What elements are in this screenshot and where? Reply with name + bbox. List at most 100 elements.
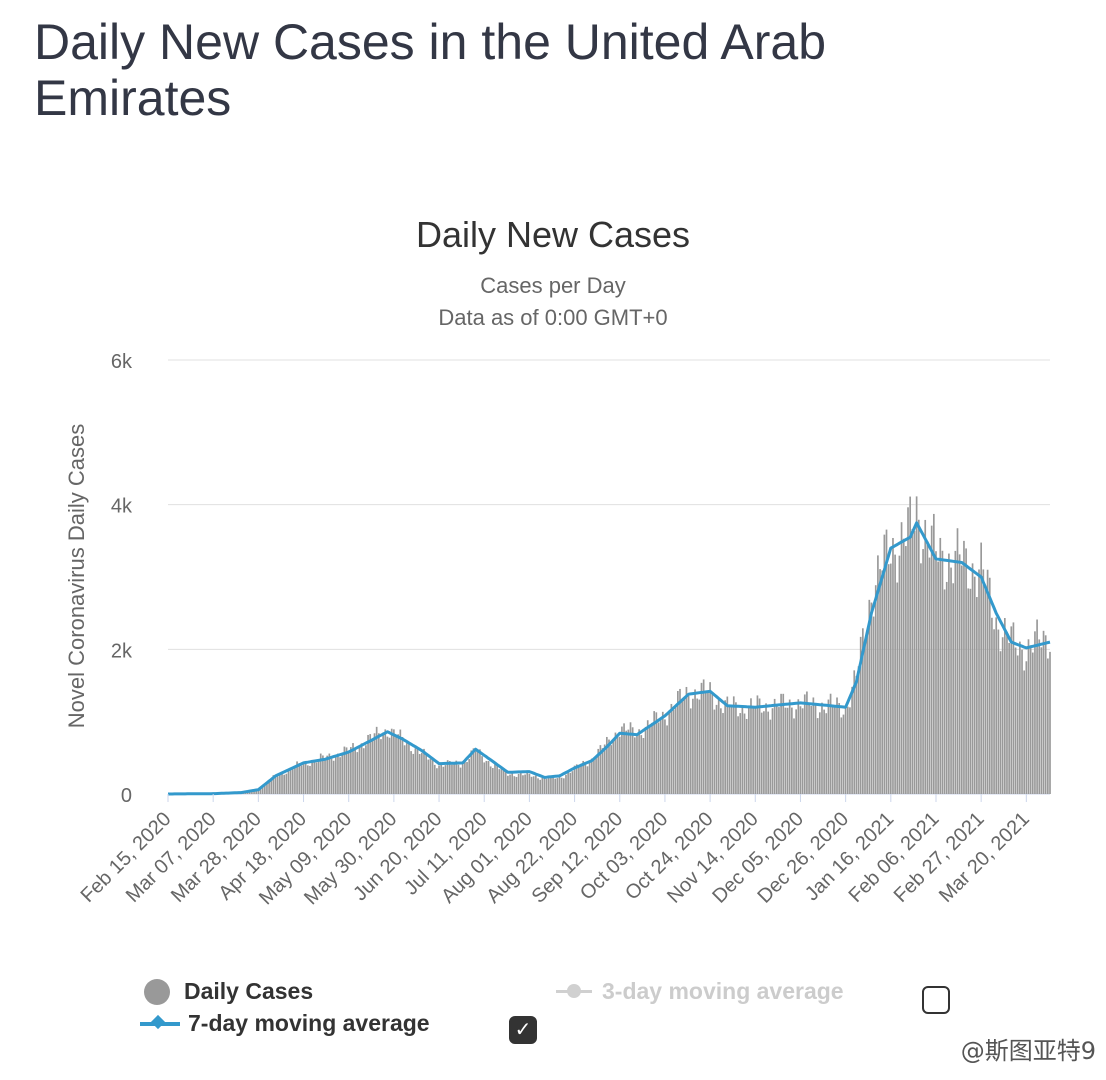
daily-case-bar <box>877 555 879 794</box>
daily-case-bar <box>380 739 382 794</box>
daily-case-bar <box>698 699 701 794</box>
daily-case-bar <box>541 777 544 794</box>
daily-case-bar <box>905 546 907 794</box>
daily-case-bar <box>756 695 759 794</box>
daily-case-bar <box>889 563 892 794</box>
daily-case-bar <box>515 776 518 794</box>
daily-case-bar <box>276 776 279 794</box>
daily-case-bar <box>894 554 896 794</box>
daily-case-bar <box>808 704 810 794</box>
daily-case-bar <box>313 759 316 794</box>
daily-case-bar <box>528 773 531 794</box>
daily-case-bar <box>627 729 630 794</box>
legend-3day-ma[interactable]: 3-day moving average <box>556 978 844 1005</box>
legend-7day-ma[interactable]: 7-day moving average <box>140 1010 430 1037</box>
daily-case-bar <box>683 697 686 794</box>
daily-case-bar <box>956 528 959 794</box>
daily-case-bar <box>932 513 935 794</box>
daily-case-bar <box>330 758 333 794</box>
daily-case-bar <box>360 743 363 794</box>
daily-case-bar <box>485 760 488 794</box>
daily-case-bar <box>1010 626 1013 794</box>
daily-case-bar <box>472 748 475 794</box>
daily-case-bar <box>859 636 862 794</box>
daily-case-bar <box>623 723 625 794</box>
daily-case-bar <box>679 688 681 794</box>
y-axis-ticks: 0 2k 4k 6k <box>111 351 133 807</box>
daily-case-bar <box>283 774 286 794</box>
daily-case-bar <box>952 583 955 794</box>
daily-case-bar <box>590 758 593 794</box>
daily-case-bar <box>881 570 884 794</box>
daily-case-bar <box>976 597 978 794</box>
daily-case-bar <box>526 772 529 794</box>
daily-case-bar <box>795 709 797 794</box>
daily-case-bar <box>319 753 322 794</box>
daily-case-bar <box>722 713 724 794</box>
daily-case-bar <box>971 563 974 794</box>
daily-case-bar <box>584 763 587 794</box>
daily-case-bar <box>935 551 937 794</box>
legend-7day-ma-label: 7-day moving average <box>188 1010 430 1036</box>
moving-average-path <box>168 521 1051 796</box>
daily-case-bar <box>610 745 612 794</box>
daily-case-bar <box>537 778 539 794</box>
daily-case-bar <box>259 788 262 794</box>
daily-case-bar <box>487 761 490 794</box>
daily-case-bar <box>444 765 447 794</box>
daily-case-bar <box>524 774 526 794</box>
daily-case-bar <box>253 790 255 794</box>
daily-case-bar <box>296 761 298 794</box>
daily-case-bar <box>840 717 843 794</box>
daily-case-bar <box>767 711 770 794</box>
daily-case-bar <box>750 698 752 794</box>
daily-case-bar <box>728 706 731 794</box>
daily-case-bar <box>868 599 871 794</box>
daily-case-bar <box>251 790 253 794</box>
daily-case-bar <box>494 764 496 794</box>
daily-case-bar <box>384 729 387 794</box>
daily-case-bar <box>984 586 987 794</box>
daily-case-bar <box>289 767 292 794</box>
daily-case-bar <box>986 569 989 794</box>
daily-case-bar <box>571 771 574 794</box>
daily-case-bar <box>464 760 466 794</box>
daily-case-bar <box>395 736 397 794</box>
daily-case-bar <box>1036 619 1038 794</box>
daily-case-bar <box>479 749 481 794</box>
daily-case-bar <box>747 705 750 794</box>
daily-case-bar <box>900 522 903 794</box>
daily-case-bar <box>844 705 847 794</box>
daily-case-bar <box>704 692 707 794</box>
daily-case-bar <box>892 537 894 794</box>
daily-case-bar <box>1001 637 1004 794</box>
chart-subtitle-line: Cases per Day <box>480 273 626 298</box>
daily-case-bar <box>562 778 565 794</box>
daily-case-bar <box>692 698 694 794</box>
daily-case-bar <box>535 775 537 794</box>
y-tick-label: 2k <box>111 640 133 662</box>
daily-case-bar <box>689 708 692 794</box>
daily-case-bar <box>367 734 369 794</box>
daily-case-bar <box>642 738 645 794</box>
daily-case-bar <box>773 698 776 794</box>
daily-case-bar <box>315 762 318 794</box>
daily-case-bar <box>842 714 845 794</box>
legend-daily-cases[interactable]: Daily Cases <box>144 978 313 1005</box>
ma7-checkbox[interactable]: ✓ <box>509 1016 537 1044</box>
daily-case-bar <box>1038 639 1041 794</box>
daily-case-bar <box>1023 670 1026 794</box>
ma3-checkbox[interactable] <box>922 986 950 1014</box>
daily-case-bar <box>917 519 920 794</box>
daily-case-bar <box>311 760 313 794</box>
daily-case-bar <box>1012 622 1015 794</box>
daily-case-bar <box>732 696 735 794</box>
daily-case-bar <box>694 689 696 794</box>
daily-case-bar <box>500 769 503 794</box>
daily-case-bar <box>924 519 927 794</box>
moving-average-line <box>168 521 1051 796</box>
daily-case-bar <box>621 726 623 794</box>
y-tick-label: 0 <box>121 785 132 807</box>
daily-case-bar <box>347 751 350 794</box>
